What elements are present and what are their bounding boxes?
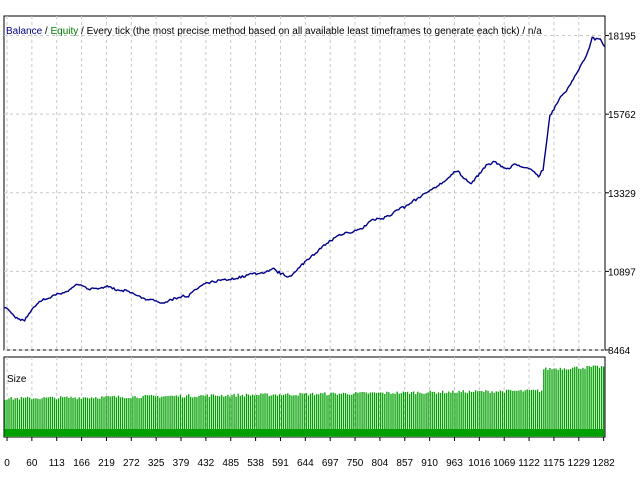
x-tick-label: 113 (49, 458, 65, 469)
balance-plot-frame (3, 15, 606, 351)
x-tick-label: 1016 (468, 458, 491, 469)
x-tick-label: 1069 (493, 458, 516, 469)
x-tick-label: 591 (272, 458, 289, 469)
balance-series-line (3, 36, 606, 322)
x-tick-label: 432 (198, 458, 215, 469)
size-panel-title: Size (7, 374, 27, 385)
x-tick-label: 1229 (568, 458, 591, 469)
y-tick-label: 15762 (608, 110, 636, 121)
x-tick-label: 1282 (593, 458, 616, 469)
x-tick-label: 166 (73, 458, 90, 469)
y-tick-label: 8464 (608, 346, 631, 357)
size-bar-base (5, 429, 604, 436)
x-tick-label: 644 (297, 458, 314, 469)
x-tick-label: 60 (26, 458, 38, 469)
header-separator: / (42, 26, 50, 37)
x-tick-label: 857 (396, 458, 413, 469)
header-description: / Every tick (the most precise method ba… (78, 26, 542, 37)
x-tick-label: 697 (322, 458, 339, 469)
x-tick-label: 0 (4, 458, 10, 469)
size-bars (4, 365, 605, 437)
x-tick-label: 963 (446, 458, 463, 469)
x-tick-label: 379 (173, 458, 190, 469)
x-tick-label: 272 (123, 458, 140, 469)
y-tick-label: 18195 (608, 32, 636, 43)
x-tick-label: 1175 (543, 458, 565, 469)
y-tick-label: 10897 (608, 267, 636, 278)
chart-header: Balance / Equity / Every tick (the most … (6, 26, 542, 37)
x-tick-label: 485 (222, 458, 239, 469)
x-tick-label: 804 (372, 458, 389, 469)
x-tick-label: 910 (421, 458, 438, 469)
x-tick-label: 538 (247, 458, 264, 469)
x-tick-label: 750 (347, 458, 364, 469)
y-tick-label: 13329 (608, 189, 636, 200)
x-tick-label: 325 (148, 458, 165, 469)
x-tick-label: 219 (98, 458, 115, 469)
balance-legend-label: Balance (6, 26, 43, 37)
x-tick-label: 1122 (518, 458, 540, 469)
x-axis-ticks: 0 60 113 166 219 272 325 379 432 485 538 591 644 697 7… (4, 437, 615, 469)
y-axis-ticks: 18195 15762 13329 10897 8464 (605, 32, 636, 357)
equity-legend-label: Equity (50, 26, 78, 37)
balance-grid (4, 16, 605, 351)
